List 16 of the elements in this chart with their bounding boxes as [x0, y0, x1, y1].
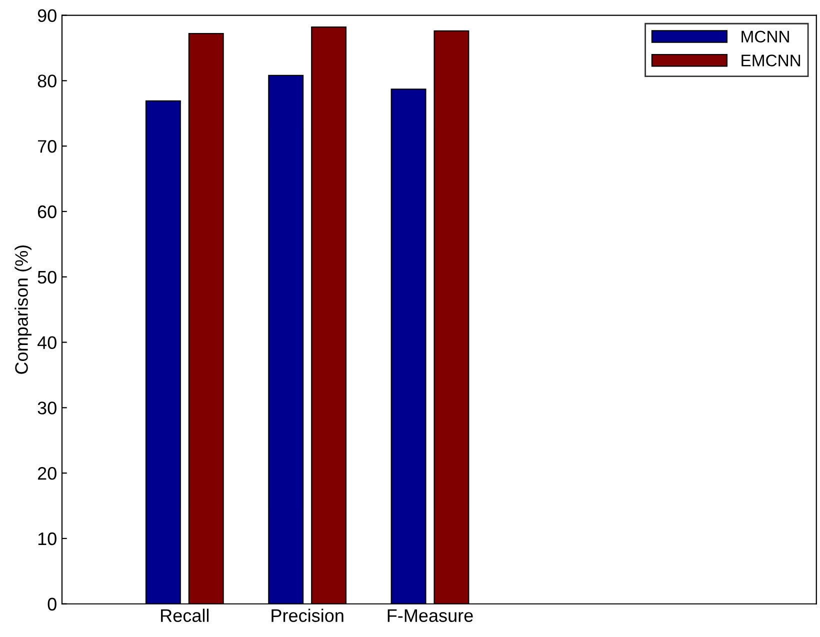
y-tick-label: 30 [38, 402, 56, 414]
y-tick-label: 60 [38, 205, 56, 218]
y-axis-title: Comparison (%) [14, 245, 32, 374]
x-tick-label: Precision [272, 608, 344, 622]
legend-label: EMCNN [742, 54, 800, 66]
y-tick-label: 0 [48, 598, 56, 611]
y-tick-label: 90 [38, 9, 56, 22]
x-tick-label: Recall [161, 608, 209, 622]
y-tick-label: 80 [38, 74, 56, 88]
y-tick-label: 40 [37, 336, 56, 349]
y-tick-label: 20 [38, 467, 56, 480]
y-tick-label: 70 [38, 140, 56, 153]
y-tick-label: 50 [38, 270, 56, 284]
legend-label: MCNN [742, 30, 789, 43]
y-tick-label: 10 [38, 532, 56, 546]
x-tick-label: F-Measure [388, 609, 473, 622]
